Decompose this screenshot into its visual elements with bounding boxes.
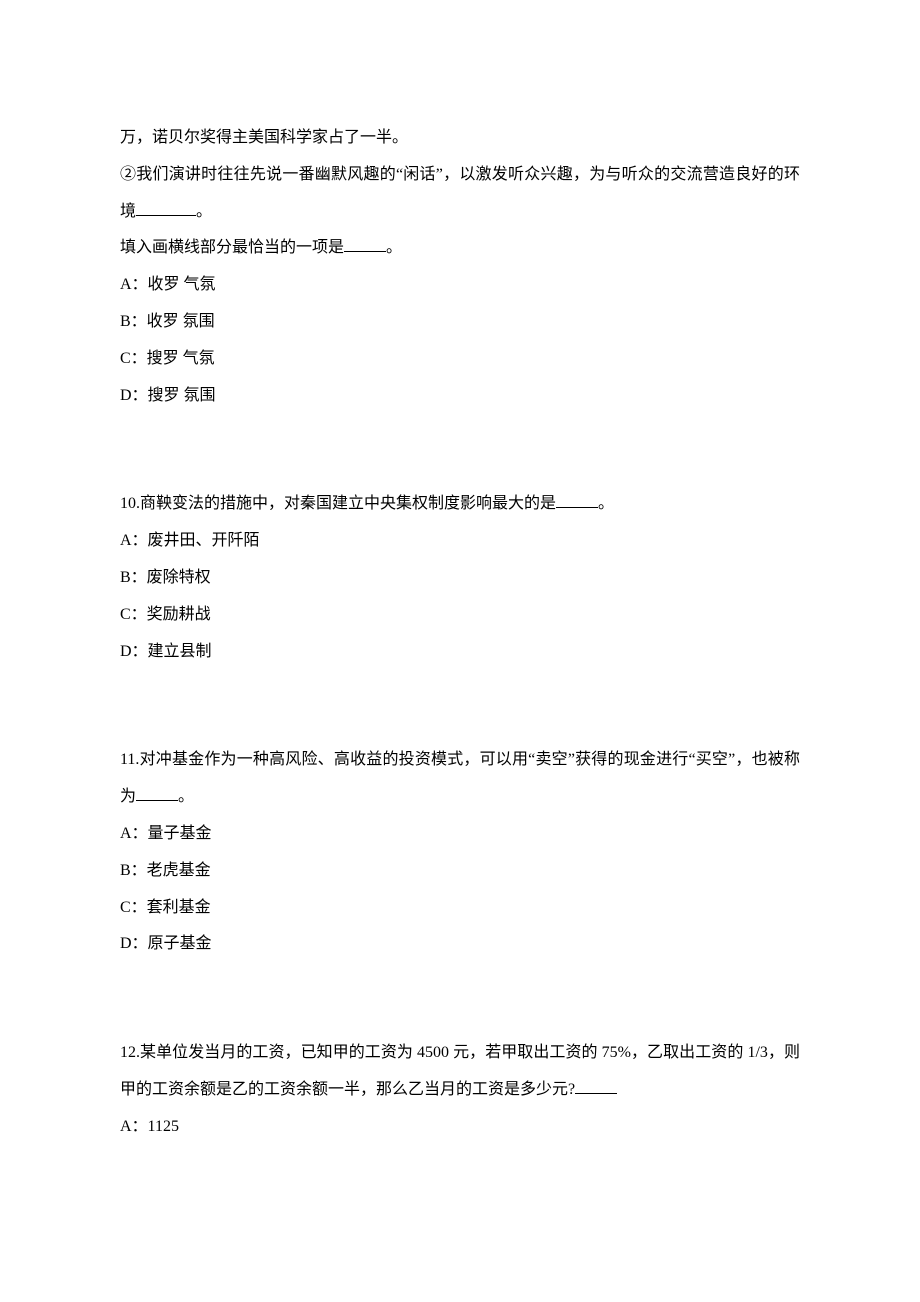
q9-option-c: C：搜罗 气氛 xyxy=(120,341,800,378)
q9-line2-text: ②我们演讲时往往先说一番幽默风趣的“闲话”，以激发听众兴趣，为与听众的交流营造良… xyxy=(120,166,800,220)
q9-line1: 万，诺贝尔奖得主美国科学家占了一半。 xyxy=(120,120,800,157)
blank-fill xyxy=(344,235,386,252)
question-10: 10.商鞅变法的措施中，对秦国建立中央集权制度影响最大的是 。 A：废井田、开阡陌… xyxy=(120,486,800,670)
q10-stem-post: 。 xyxy=(598,495,614,512)
q10-option-c: C：奖励耕战 xyxy=(120,597,800,634)
q10-option-d: D：建立县制 xyxy=(120,634,800,671)
q9-prompt-post: 。 xyxy=(386,239,402,256)
question-11: 11.对冲基金作为一种高风险、高收益的投资模式，可以用“卖空”获得的现金进行“买… xyxy=(120,742,800,963)
q9-prompt: 填入画横线部分最恰当的一项是 。 xyxy=(120,230,800,267)
q9-line2-post: 。 xyxy=(196,203,212,220)
blank-fill xyxy=(136,199,196,216)
q10-stem: 10.商鞅变法的措施中，对秦国建立中央集权制度影响最大的是 。 xyxy=(120,486,800,523)
q9-prompt-pre: 填入画横线部分最恰当的一项是 xyxy=(120,239,344,256)
blank-fill xyxy=(556,491,598,508)
q11-option-c: C：套利基金 xyxy=(120,890,800,927)
q9-option-d: D：搜罗 氛围 xyxy=(120,378,800,415)
q11-option-d: D：原子基金 xyxy=(120,926,800,963)
q9-line2: ②我们演讲时往往先说一番幽默风趣的“闲话”，以激发听众兴趣，为与听众的交流营造良… xyxy=(120,157,800,231)
q9-option-a: A：收罗 气氛 xyxy=(120,267,800,304)
document-page: 万，诺贝尔奖得主美国科学家占了一半。 ②我们演讲时往往先说一番幽默风趣的“闲话”… xyxy=(0,0,920,1226)
blank-fill xyxy=(575,1077,617,1094)
q10-option-b: B：废除特权 xyxy=(120,560,800,597)
q11-stem-post: 。 xyxy=(178,788,194,805)
q11-stem-pre: 11.对冲基金作为一种高风险、高收益的投资模式，可以用“卖空”获得的现金进行“买… xyxy=(120,751,800,805)
question-12: 12.某单位发当月的工资，已知甲的工资为 4500 元，若甲取出工资的 75%，… xyxy=(120,1035,800,1145)
blank-fill xyxy=(136,784,178,801)
q11-stem: 11.对冲基金作为一种高风险、高收益的投资模式，可以用“卖空”获得的现金进行“买… xyxy=(120,742,800,816)
question-9: 万，诺贝尔奖得主美国科学家占了一半。 ②我们演讲时往往先说一番幽默风趣的“闲话”… xyxy=(120,120,800,414)
q11-option-a: A：量子基金 xyxy=(120,816,800,853)
q11-option-b: B：老虎基金 xyxy=(120,853,800,890)
q12-option-a: A：1125 xyxy=(120,1109,800,1146)
q12-stem-pre: 12.某单位发当月的工资，已知甲的工资为 4500 元，若甲取出工资的 75%，… xyxy=(120,1044,800,1098)
q10-stem-pre: 10.商鞅变法的措施中，对秦国建立中央集权制度影响最大的是 xyxy=(120,495,556,512)
q10-option-a: A：废井田、开阡陌 xyxy=(120,523,800,560)
q12-stem: 12.某单位发当月的工资，已知甲的工资为 4500 元，若甲取出工资的 75%，… xyxy=(120,1035,800,1109)
q9-option-b: B：收罗 氛围 xyxy=(120,304,800,341)
